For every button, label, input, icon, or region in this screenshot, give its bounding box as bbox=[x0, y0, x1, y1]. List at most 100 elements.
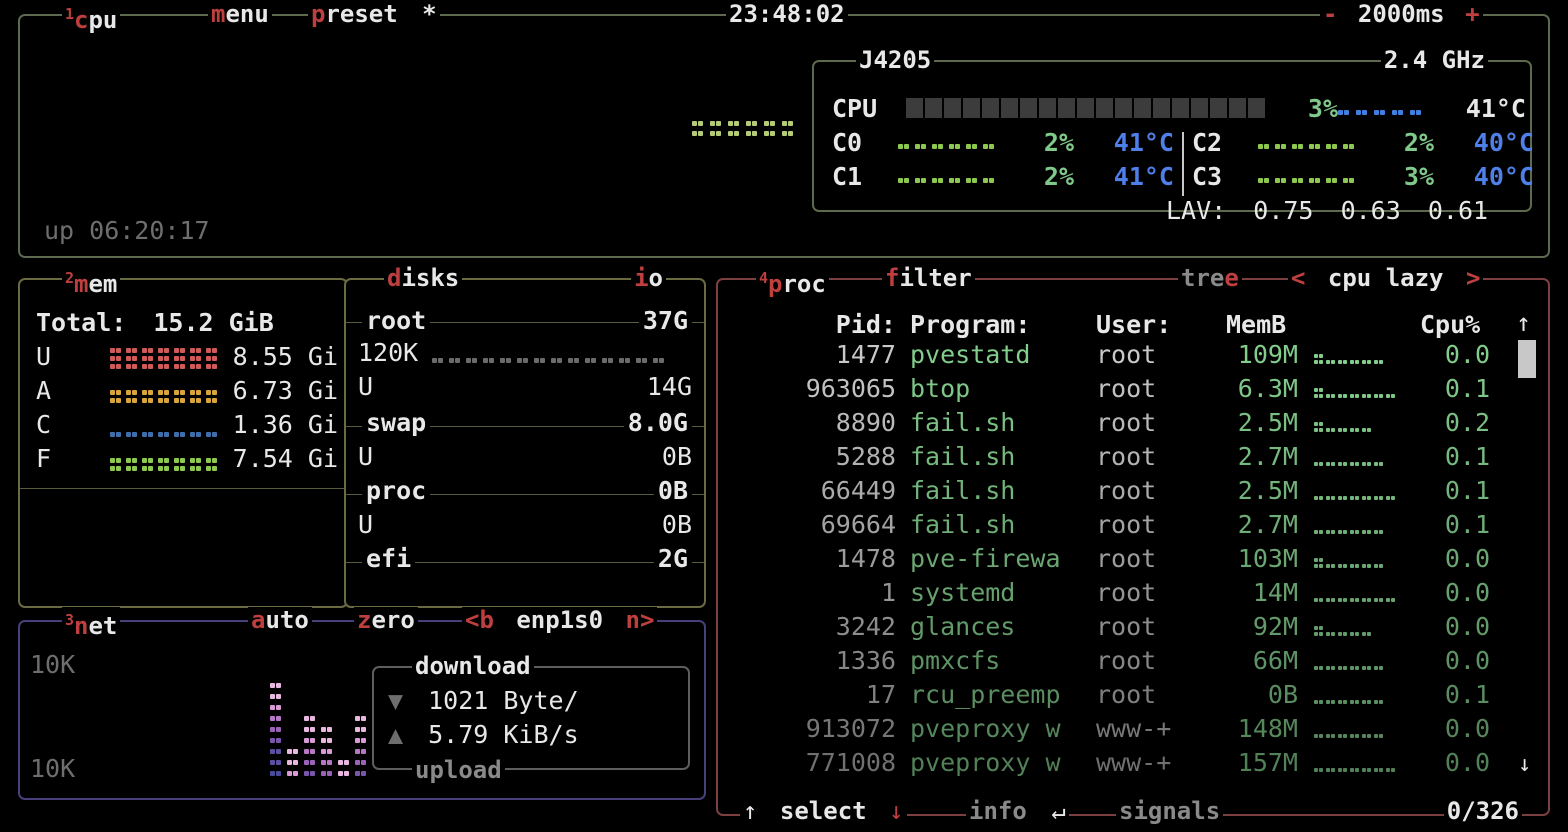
table-row[interactable]: 1478 pve-firewa root 103M 0.0 bbox=[718, 544, 1548, 578]
table-row[interactable]: 913072 pveproxy w www-+ 148M 0.0 bbox=[718, 714, 1548, 748]
proc-filter-button[interactable]: filter bbox=[882, 265, 975, 291]
mem-total-value: 15.2 GiB bbox=[153, 308, 274, 337]
proc-sort-selector[interactable]: < cpu lazy > bbox=[1288, 264, 1484, 292]
interval-decrease-button[interactable]: - bbox=[1323, 0, 1338, 28]
net-panel-title[interactable]: 3net bbox=[62, 607, 121, 640]
proc-footer-select[interactable]: ↑ select ↓ bbox=[740, 798, 907, 824]
cell-program: fail.sh bbox=[910, 442, 1016, 471]
proc-panel[interactable]: 4proc filter tree < cpu lazy > Pid: Prog… bbox=[716, 265, 1550, 824]
cell-pid: 3242 bbox=[835, 612, 896, 641]
cell-cpu: 0.0 bbox=[1444, 748, 1490, 777]
mem-row-key-used: U bbox=[36, 342, 52, 371]
footer-up-arrow-icon[interactable]: ↑ bbox=[743, 797, 758, 825]
core-graph-c2 bbox=[1258, 144, 1368, 160]
menu-button[interactable]: menu bbox=[208, 1, 272, 27]
cell-cpu-graph bbox=[1314, 516, 1410, 540]
column-header-user[interactable]: User: bbox=[1096, 310, 1172, 339]
cell-mem: 2.5M bbox=[1237, 476, 1298, 505]
table-row[interactable]: 17 rcu_preemp root 0B 0.1 bbox=[718, 680, 1548, 714]
net-title-key: n bbox=[74, 612, 89, 640]
mem-panel-title[interactable]: 2mem bbox=[62, 265, 121, 297]
proc-footer-signals[interactable]: signals bbox=[1116, 798, 1224, 824]
column-header-cpu[interactable]: Cpu% bbox=[1420, 310, 1481, 339]
disk-usage-bar-root bbox=[390, 376, 422, 395]
scroll-down-arrow-icon[interactable]: ↓ bbox=[1518, 752, 1532, 777]
cell-mem: 2.7M bbox=[1237, 442, 1298, 471]
disk-rule-root bbox=[346, 322, 704, 323]
sort-next-button[interactable]: > bbox=[1465, 264, 1481, 292]
core-column-divider bbox=[1182, 132, 1184, 196]
table-row[interactable]: 1336 pmxcfs root 66M 0.0 bbox=[718, 646, 1548, 680]
cell-user: root bbox=[1096, 578, 1157, 607]
table-row[interactable]: 1 systemd root 14M 0.0 bbox=[718, 578, 1548, 612]
io-key: i bbox=[634, 264, 649, 292]
cpu-panel[interactable]: 1cpu menu preset * 23:48:02 - 2000ms + J… bbox=[18, 1, 1550, 258]
cpu-frequency-text: 2.4 GHz bbox=[1383, 46, 1485, 74]
column-header-pid[interactable]: Pid: bbox=[835, 310, 896, 339]
download-label: download bbox=[412, 653, 534, 679]
disk-name-swap: swap bbox=[362, 408, 431, 438]
cell-cpu-graph bbox=[1314, 448, 1410, 472]
update-interval-control[interactable]: - 2000ms + bbox=[1320, 1, 1483, 27]
interface-prev-button[interactable]: <b bbox=[465, 606, 494, 634]
cell-pid: 913072 bbox=[805, 714, 896, 743]
table-row[interactable]: 69664 fail.sh root 2.7M 0.1 bbox=[718, 510, 1548, 544]
zero-label: ero bbox=[371, 606, 415, 634]
cpu-panel-title[interactable]: 1cpu bbox=[62, 1, 121, 33]
proc-tree-toggle[interactable]: tree bbox=[1178, 265, 1242, 291]
cell-program: pmxcfs bbox=[910, 646, 1001, 675]
sort-prev-button[interactable]: < bbox=[1291, 264, 1306, 292]
proc-panel-title[interactable]: 4proc bbox=[756, 265, 829, 297]
disks-panel[interactable]: disks io root 37G 120K U 14G swap 8.0G U… bbox=[344, 265, 706, 608]
core-temp-c2: 40°C bbox=[1473, 128, 1534, 157]
column-header-mem[interactable]: MemB bbox=[1226, 310, 1287, 339]
disk-name-root: root bbox=[362, 306, 431, 336]
mem-row-value-used: 8.55 Gi bbox=[232, 342, 338, 371]
cell-program: fail.sh bbox=[910, 476, 1016, 505]
cell-cpu: 0.1 bbox=[1444, 476, 1490, 505]
cell-user: root bbox=[1096, 612, 1157, 641]
table-row[interactable]: 771008 pveproxy w www-+ 157M 0.0 bbox=[718, 748, 1548, 782]
table-row[interactable]: 3242 glances root 92M 0.0 bbox=[718, 612, 1548, 646]
cell-user: root bbox=[1096, 340, 1157, 369]
disks-title-key: d bbox=[387, 264, 402, 292]
net-zero-button[interactable]: zero bbox=[354, 607, 418, 633]
table-row[interactable]: 8890 fail.sh root 2.5M 0.2 bbox=[718, 408, 1548, 442]
mem-panel[interactable]: 2mem Total: 15.2 GiB U 8.55 Gi A 6.73 Gi… bbox=[18, 265, 348, 608]
net-panel[interactable]: 3net auto zero <b enp1s0 n> 10K 10K down… bbox=[18, 607, 706, 800]
proc-footer-info[interactable]: info ↵ bbox=[966, 798, 1069, 824]
core-label-c1: C1 bbox=[832, 162, 863, 191]
footer-down-arrow-icon[interactable]: ↓ bbox=[889, 797, 904, 825]
upload-value: 5.79 KiB/s bbox=[428, 720, 579, 749]
cpu-panel-hotkey: 1 bbox=[65, 5, 75, 23]
cell-cpu-graph bbox=[1314, 584, 1410, 608]
footer-enter-icon[interactable]: ↵ bbox=[1051, 797, 1066, 825]
scrollbar-thumb[interactable] bbox=[1518, 340, 1536, 378]
net-interface-selector[interactable]: <b enp1s0 n> bbox=[462, 606, 658, 634]
cpu-model: J4205 bbox=[856, 47, 935, 73]
upload-arrow-icon: ▲ bbox=[388, 720, 404, 749]
interval-increase-button[interactable]: + bbox=[1465, 0, 1480, 28]
column-header-program[interactable]: Program: bbox=[910, 310, 1031, 339]
cell-program: systemd bbox=[910, 578, 1016, 607]
disks-io-toggle[interactable]: io bbox=[631, 265, 666, 291]
disks-title-rest: isks bbox=[401, 264, 460, 292]
process-scrollbar[interactable] bbox=[1514, 340, 1540, 780]
net-auto-button[interactable]: auto bbox=[248, 607, 312, 633]
cell-mem: 2.5M bbox=[1237, 408, 1298, 437]
table-row[interactable]: 963065 btop root 6.3M 0.1 bbox=[718, 374, 1548, 408]
cell-pid: 66449 bbox=[820, 476, 896, 505]
menu-key: m bbox=[211, 0, 226, 28]
preset-button[interactable]: preset * bbox=[308, 1, 440, 27]
table-row[interactable]: 1477 pvestatd root 109M 0.0 bbox=[718, 340, 1548, 374]
core-percent-c3: 3% bbox=[1403, 162, 1434, 191]
table-row[interactable]: 66449 fail.sh root 2.5M 0.1 bbox=[718, 476, 1548, 510]
table-row[interactable]: 5288 fail.sh root 2.7M 0.1 bbox=[718, 442, 1548, 476]
sort-direction-arrow-icon[interactable]: ↑ bbox=[1516, 308, 1532, 337]
disks-panel-title[interactable]: disks bbox=[384, 264, 463, 292]
cell-pid: 5288 bbox=[835, 442, 896, 471]
core-graph-c1 bbox=[898, 178, 1008, 194]
interface-next-button[interactable]: n> bbox=[625, 606, 655, 634]
cpu-temp-graph bbox=[1338, 110, 1438, 128]
